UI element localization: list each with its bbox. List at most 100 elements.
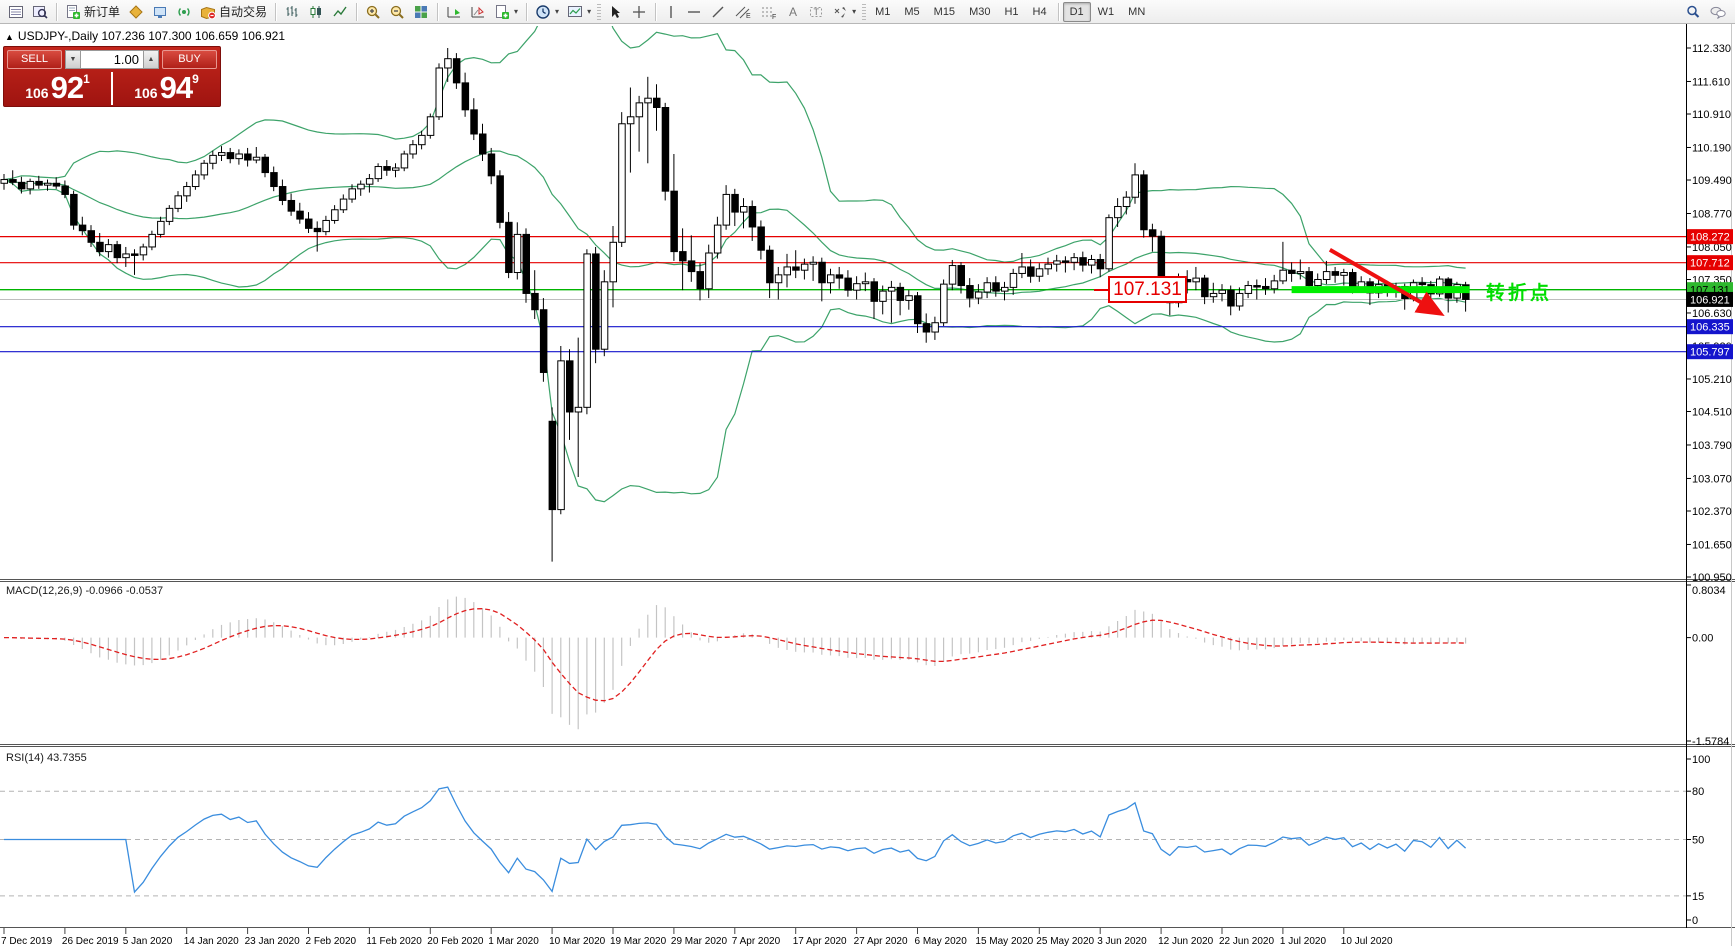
text-label-button[interactable]: T xyxy=(804,2,828,22)
metaeditor-icon xyxy=(129,4,143,19)
timeframe-h1[interactable]: H1 xyxy=(1004,5,1019,18)
candle-body xyxy=(827,274,835,284)
autotrading-button[interactable]: 自动交易 xyxy=(196,2,271,22)
signals-button[interactable] xyxy=(172,2,196,22)
timeframe-h4[interactable]: H4 xyxy=(1032,5,1047,18)
candle-body xyxy=(679,251,687,262)
candle-body xyxy=(696,271,704,290)
rsi-axis-label: 0 xyxy=(1692,915,1698,927)
volume-increase-button[interactable]: ▲ xyxy=(143,49,159,69)
turning-point-label[interactable]: 转折点 xyxy=(1486,283,1553,304)
new-order-button[interactable]: 新订单 xyxy=(61,2,124,22)
candle-body xyxy=(35,180,43,186)
candle-body xyxy=(948,265,957,285)
collapse-panel-icon[interactable]: ▲ xyxy=(5,32,14,42)
horizontal-line-button[interactable] xyxy=(682,2,706,22)
timeframe-m30[interactable]: M30 xyxy=(969,5,991,18)
data-window-button[interactable] xyxy=(28,2,52,22)
new-order-label: 新订单 xyxy=(84,5,121,19)
sell-price[interactable]: 106 92 1 xyxy=(4,71,111,106)
periods-button[interactable]: ▾ xyxy=(531,2,563,22)
line-chart-icon xyxy=(333,6,347,16)
candle-body xyxy=(992,282,1000,292)
candle-body xyxy=(183,186,191,197)
buy-button[interactable]: BUY xyxy=(162,49,217,69)
buy-price[interactable]: 106 94 9 xyxy=(113,71,220,106)
tile-windows-button[interactable] xyxy=(409,2,433,22)
y-axis-label: 110.190 xyxy=(1692,142,1731,154)
timeframe-m5[interactable]: M5 xyxy=(904,5,920,18)
market-watch-icon xyxy=(9,5,23,18)
timeframe-m15[interactable]: M15 xyxy=(933,5,956,18)
template-icon xyxy=(568,5,583,17)
crosshair-button[interactable] xyxy=(627,2,651,22)
y-axis-label: 112.330 xyxy=(1692,43,1731,55)
objects-list-button[interactable] xyxy=(466,2,490,22)
candle-body xyxy=(548,420,557,511)
market-watch-button[interactable] xyxy=(4,2,28,22)
bar-chart-button[interactable] xyxy=(280,2,304,22)
volume-input[interactable]: 1.00 xyxy=(81,49,143,69)
candle-body xyxy=(879,290,887,302)
trendline-button[interactable] xyxy=(706,2,730,22)
x-axis-label: 15 May 2020 xyxy=(975,936,1033,946)
price-callout[interactable]: 107.131 xyxy=(1108,276,1187,303)
candle-body xyxy=(1070,257,1079,263)
bollinger-upper-band xyxy=(3,26,1466,269)
candle-body xyxy=(313,227,322,233)
trade-panel-controls: SELL ▼ 1.00 ▲ BUY xyxy=(4,47,220,71)
bollinger-lower-band xyxy=(3,179,1466,503)
timeframe-d1[interactable]: D1 xyxy=(1062,1,1091,22)
x-axis-label: 14 Jan 2020 xyxy=(184,936,239,946)
x-axis-label: 23 Jan 2020 xyxy=(245,936,300,946)
zoom-out-button[interactable] xyxy=(385,2,409,22)
cursor-icon xyxy=(612,5,621,18)
candle-body xyxy=(496,175,504,223)
sell-button[interactable]: SELL xyxy=(7,49,62,69)
templates-button[interactable]: ▾ xyxy=(563,2,595,22)
chat-button[interactable] xyxy=(1705,2,1731,22)
candle-body xyxy=(209,154,217,164)
signals-icon xyxy=(178,7,190,16)
arrows-button[interactable]: ▾ xyxy=(828,2,860,22)
price-badge-label: 106.921 xyxy=(1690,294,1730,306)
candle-body xyxy=(400,153,409,169)
candlestick-chart-button[interactable] xyxy=(304,2,328,22)
toolbar-separator xyxy=(1057,2,1059,21)
fibonacci-button[interactable]: F xyxy=(756,2,782,22)
toolbar-separator xyxy=(655,2,657,21)
timeframe-w1[interactable]: W1 xyxy=(1097,5,1115,18)
candle-body xyxy=(966,285,974,299)
volume-decrease-button[interactable]: ▼ xyxy=(65,49,81,69)
line-chart-button[interactable] xyxy=(328,2,352,22)
candle-body xyxy=(1305,271,1313,287)
zoom-in-button[interactable] xyxy=(361,2,385,22)
add-indicator-button[interactable]: ▾ xyxy=(490,2,522,22)
metaeditor-button[interactable] xyxy=(124,2,148,22)
candle-body xyxy=(626,116,635,125)
x-axis-label: 10 Jul 2020 xyxy=(1341,936,1393,946)
candle-body xyxy=(331,209,339,221)
equidistant-channel-button[interactable]: E xyxy=(730,2,756,22)
indicators-button[interactable] xyxy=(442,2,466,22)
candle-body xyxy=(1061,260,1070,263)
candle-body xyxy=(487,153,496,177)
vertical-line-button[interactable] xyxy=(660,2,682,22)
search-button[interactable] xyxy=(1681,2,1705,22)
candle-body xyxy=(1114,206,1122,219)
y-axis-label: 103.790 xyxy=(1692,440,1732,452)
terminal-button[interactable] xyxy=(148,2,172,22)
chat-icon xyxy=(1710,6,1726,19)
text-button[interactable]: A xyxy=(782,2,804,22)
red-trend-arrow[interactable] xyxy=(1328,248,1445,317)
rsi-axis-label: 15 xyxy=(1692,891,1704,903)
candle-body xyxy=(861,281,870,285)
timeframe-mn[interactable]: MN xyxy=(1128,5,1146,18)
timeframe-m1[interactable]: M1 xyxy=(875,5,891,18)
candle-body xyxy=(322,219,330,233)
candle-body xyxy=(1044,263,1052,270)
data-window-icon xyxy=(33,5,48,19)
cursor-button[interactable] xyxy=(603,2,627,22)
candle-body xyxy=(513,233,522,274)
